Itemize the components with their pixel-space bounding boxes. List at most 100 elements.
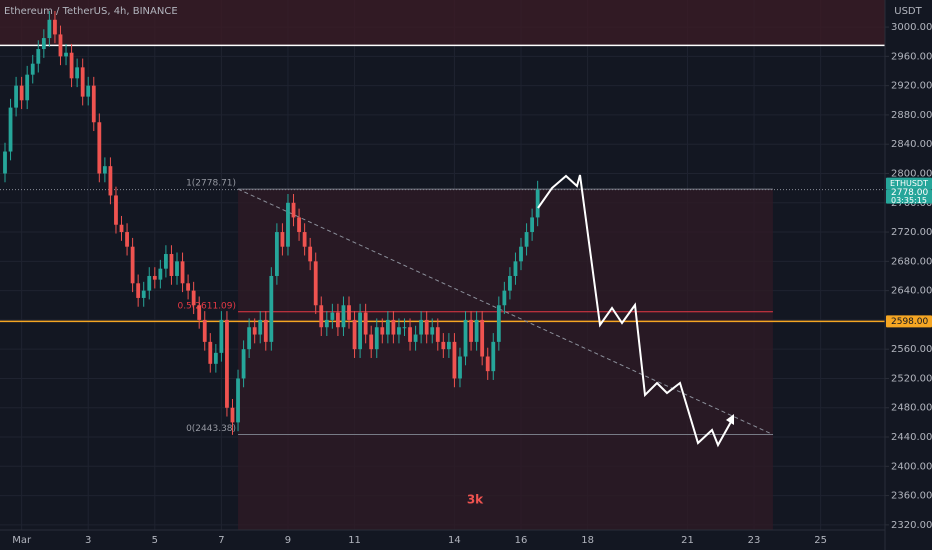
price-axis-bg xyxy=(885,0,932,550)
candle-body xyxy=(75,67,80,79)
candle-body xyxy=(336,312,340,328)
candle-body xyxy=(64,52,68,57)
candle-body xyxy=(530,217,535,233)
candle-body xyxy=(213,352,218,364)
y-tick-label: 2360.00 xyxy=(891,491,932,502)
orange-tag-text: 2598.00 xyxy=(891,317,928,327)
resistance-zone xyxy=(0,0,885,46)
x-tick-label: 3 xyxy=(85,535,91,546)
candle-body xyxy=(102,166,107,174)
x-tick-label: Mar xyxy=(12,535,32,546)
candle-body xyxy=(463,319,468,357)
candle-body xyxy=(169,254,174,276)
candle-body xyxy=(397,327,401,335)
candle-body xyxy=(219,319,224,353)
fib-level-label: 1(2778.71) xyxy=(186,179,236,189)
y-tick-label: 2400.00 xyxy=(891,461,932,472)
candle-body xyxy=(313,261,318,306)
candle-body xyxy=(186,283,190,291)
candle-body xyxy=(41,38,46,50)
y-tick-label: 2840.00 xyxy=(891,139,932,150)
candle-body xyxy=(58,34,63,57)
candle-body xyxy=(114,195,118,225)
candle-body xyxy=(502,290,507,306)
candle-body xyxy=(286,202,290,247)
candle-body xyxy=(202,319,207,342)
candle-body xyxy=(352,319,357,350)
candle-body xyxy=(435,327,440,342)
candle-body xyxy=(413,334,418,342)
candle-body xyxy=(508,275,512,291)
note: 3k xyxy=(467,493,484,507)
candle-body xyxy=(469,319,473,342)
time-axis-bg xyxy=(0,530,932,550)
y-tick-label: 2960.00 xyxy=(891,51,932,62)
candle-body xyxy=(158,268,163,280)
candle-body xyxy=(108,166,113,196)
candle-body xyxy=(180,261,185,284)
candle-body xyxy=(164,254,168,269)
candle-body xyxy=(480,319,485,357)
x-tick-label: 5 xyxy=(152,535,158,546)
candle-body xyxy=(130,246,135,284)
projection-arrow xyxy=(726,414,734,425)
x-tick-label: 7 xyxy=(218,535,224,546)
candle-body xyxy=(152,275,157,280)
candle-body xyxy=(19,85,24,101)
candle-body xyxy=(97,122,102,174)
candle-body xyxy=(324,319,329,328)
y-tick-label: 2640.00 xyxy=(891,286,932,297)
candle-body xyxy=(252,327,257,335)
x-tick-label: 9 xyxy=(285,535,291,546)
price-tag xyxy=(886,189,932,204)
y-tick-label: 2720.00 xyxy=(891,227,932,238)
x-tick-label: 16 xyxy=(515,535,528,546)
drawings xyxy=(537,174,734,448)
candle-body xyxy=(274,232,279,276)
candle-body xyxy=(297,217,301,233)
candle-body xyxy=(36,49,41,64)
candle-body xyxy=(291,202,296,218)
orange-tag xyxy=(886,315,932,328)
x-tick-label: 14 xyxy=(448,535,461,546)
candle-body xyxy=(408,327,412,342)
y-tick-label: 2440.00 xyxy=(891,432,932,443)
candle-body xyxy=(519,246,523,262)
candle-body xyxy=(513,261,518,276)
x-tick-label: 18 xyxy=(581,535,594,546)
candle-body xyxy=(14,85,18,108)
candle-body xyxy=(175,261,179,276)
candle-body xyxy=(25,74,30,101)
candle-body xyxy=(391,319,396,335)
y-tick-label: 2480.00 xyxy=(891,403,932,414)
candle-body xyxy=(280,232,285,247)
candle-body xyxy=(47,19,52,39)
candle-body xyxy=(419,319,424,335)
candle-body xyxy=(208,341,213,364)
candle-body xyxy=(319,305,324,328)
x-tick-label: 23 xyxy=(748,535,761,546)
candle-body xyxy=(363,312,368,335)
y-tick-label: 3000.00 xyxy=(891,22,932,33)
x-tick-label: 25 xyxy=(814,535,827,546)
candle-body xyxy=(402,327,407,329)
symbol-tag-text: ETHUSDT xyxy=(890,179,928,188)
candle-body xyxy=(3,151,7,174)
candle-body xyxy=(330,312,335,320)
candle-body xyxy=(341,305,346,328)
candle-body xyxy=(197,305,202,320)
candle-body xyxy=(430,327,435,335)
candle-body xyxy=(86,85,91,97)
candle-body xyxy=(69,52,74,79)
candle-body xyxy=(263,319,268,342)
candles xyxy=(3,10,540,435)
candle-body xyxy=(380,327,385,335)
candle-body xyxy=(258,319,263,335)
x-tick-label: 11 xyxy=(348,535,361,546)
candle-body xyxy=(358,312,363,350)
fib-level-label: 0(2443.38) xyxy=(186,424,236,434)
candle-body xyxy=(424,319,429,335)
